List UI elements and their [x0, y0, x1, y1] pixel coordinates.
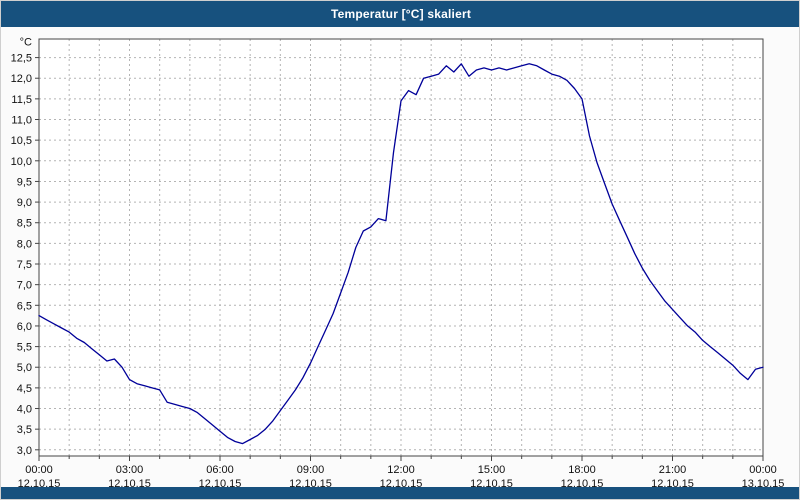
svg-text:9,5: 9,5: [17, 176, 32, 188]
svg-text:10,5: 10,5: [11, 135, 32, 147]
x-tick-date: 13.10.15: [742, 478, 785, 489]
svg-text:12,5: 12,5: [11, 53, 32, 65]
x-tick-time: 03:00: [116, 464, 144, 476]
x-axis-labels: 00:00 12.10.15 03:00 12.10.15 06:00 12.10.15 0…: [18, 464, 785, 489]
chart-svg: 12,5 12,0 11,5 11,0 10,5 10,0 9,5 9,0 8,5 8,0 7,5 7…: [11, 37, 785, 489]
svg-text:10,0: 10,0: [11, 156, 32, 168]
x-tick-time: 06:00: [206, 464, 234, 476]
x-tick-date: 12.10.15: [289, 478, 332, 489]
svg-text:5,5: 5,5: [17, 342, 32, 354]
x-tick-date: 12.10.15: [380, 478, 423, 489]
svg-text:3,5: 3,5: [17, 424, 32, 436]
page-title: Temperatur [°C] skaliert: [330, 7, 472, 21]
x-tick-time: 21:00: [659, 464, 687, 476]
svg-text:11,0: 11,0: [11, 115, 32, 127]
svg-text:5,0: 5,0: [17, 362, 32, 374]
svg-text:4,0: 4,0: [17, 404, 32, 416]
svg-text:9,0: 9,0: [17, 197, 32, 209]
svg-text:12,0: 12,0: [11, 73, 32, 85]
x-tick-date: 12.10.15: [561, 478, 604, 489]
x-tick-date: 12.10.15: [18, 478, 61, 489]
svg-text:11,5: 11,5: [11, 94, 32, 106]
x-tick-date: 12.10.15: [108, 478, 151, 489]
gridlines: [39, 39, 763, 456]
svg-text:4,5: 4,5: [17, 383, 32, 395]
svg-text:8,5: 8,5: [17, 218, 32, 230]
plot-border: [38, 38, 764, 457]
x-tick-time: 18:00: [568, 464, 596, 476]
svg-text:7,0: 7,0: [17, 280, 32, 292]
y-axis-unit-label: °C: [20, 37, 32, 49]
x-tick-time: 00:00: [749, 464, 777, 476]
svg-text:6,5: 6,5: [17, 300, 32, 312]
svg-text:6,0: 6,0: [17, 321, 32, 333]
x-tick-time: 09:00: [297, 464, 325, 476]
window-title-bar: Temperatur [°C] skaliert: [1, 1, 799, 27]
svg-text:7,5: 7,5: [17, 259, 32, 271]
svg-text:3,0: 3,0: [17, 445, 32, 457]
x-tick-time: 12:00: [387, 464, 415, 476]
x-tick-date: 12.10.15: [651, 478, 694, 489]
svg-text:8,0: 8,0: [17, 238, 32, 250]
x-tick-date: 12.10.15: [470, 478, 513, 489]
bottom-accent-bar: [1, 487, 799, 499]
temperature-series-line: [38, 63, 764, 445]
y-axis-labels: 12,5 12,0 11,5 11,0 10,5 10,0 9,5 9,0 8,5 8,0 7,5 7…: [11, 53, 32, 457]
x-tick-date: 12.10.15: [199, 478, 242, 489]
x-tick-time: 00:00: [25, 464, 53, 476]
plot-area: [39, 39, 763, 456]
x-tick-time: 15:00: [478, 464, 506, 476]
